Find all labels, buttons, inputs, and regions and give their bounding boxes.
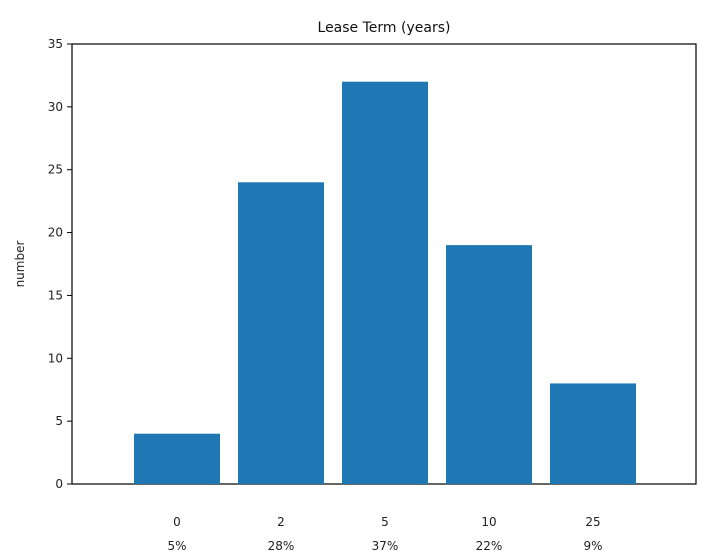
- x-tick-label: 2: [277, 515, 285, 529]
- bar-0: [134, 433, 220, 484]
- y-tick-label: 5: [55, 414, 63, 428]
- bar-2: [238, 182, 324, 485]
- y-tick-label: 30: [48, 100, 63, 114]
- x-tick-label: 25: [585, 515, 600, 529]
- y-axis: 0 5 10 15 20 25 30 35: [48, 37, 72, 491]
- x-axis: 0 5% 2 28% 5 37% 10 22% 25 9%: [167, 515, 602, 553]
- y-tick-label: 10: [48, 351, 63, 365]
- x-percent-label: 9%: [583, 539, 602, 553]
- y-tick-label: 35: [48, 37, 63, 51]
- x-percent-label: 28%: [268, 539, 295, 553]
- y-tick-label: 20: [48, 226, 63, 240]
- y-tick-label: 25: [48, 163, 63, 177]
- x-percent-label: 5%: [167, 539, 186, 553]
- bar-25: [550, 383, 636, 484]
- y-axis-label: number: [13, 241, 27, 288]
- bar-5: [342, 81, 428, 484]
- bars: [134, 81, 636, 485]
- x-tick-label: 5: [381, 515, 389, 529]
- bar-10: [446, 245, 532, 484]
- x-tick-label: 10: [481, 515, 496, 529]
- x-percent-label: 37%: [372, 539, 399, 553]
- y-tick-label: 15: [48, 288, 63, 302]
- chart-title: Lease Term (years): [318, 20, 451, 36]
- y-tick-label: 0: [55, 477, 63, 491]
- x-tick-label: 0: [173, 515, 181, 529]
- x-percent-label: 22%: [476, 539, 503, 553]
